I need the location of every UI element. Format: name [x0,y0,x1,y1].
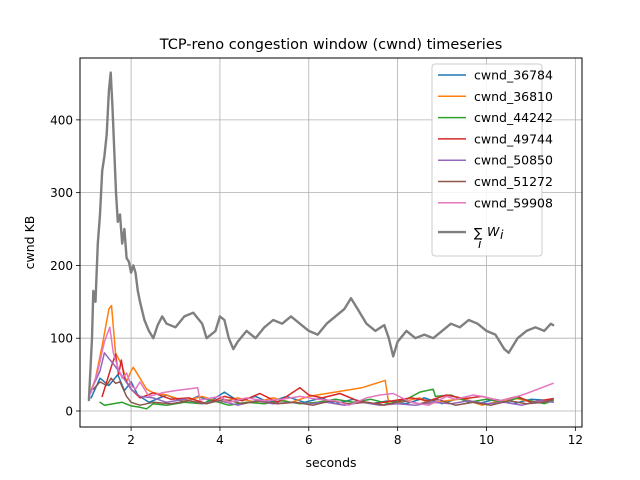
y-tick-label: 400 [50,113,73,127]
series-line-cwnd_59908 [90,326,554,406]
legend-label: cwnd_49744 [474,131,553,146]
legend-label-subscript: i [478,236,482,251]
x-tick-label: 4 [216,433,224,447]
y-tick-label: 100 [50,332,73,346]
series-line-cwnd_51272 [92,377,554,406]
legend-label: cwnd_51272 [474,174,553,189]
legend-label: ∑ [474,225,483,240]
y-tick-label: 200 [50,259,73,273]
chart-title: TCP-reno congestion window (cwnd) timese… [159,37,503,53]
legend-label-w: W [487,224,500,239]
legend-label: cwnd_36784 [474,68,553,83]
y-axis-label: cwnd KB [22,216,37,270]
x-tick-label: 6 [305,433,313,447]
plot-frame [79,57,583,428]
legend-label-w-subscript: i [500,227,504,242]
series-line-cwnd_49744 [101,353,554,405]
x-tick-label: 8 [394,433,402,447]
legend-label: cwnd_44242 [474,110,553,125]
legend-box [431,63,543,257]
x-tick-label: 2 [127,433,135,447]
axis-ticks: 2 4 6 8 10 12 0 100 200 300 400 [50,113,583,447]
x-axis-label: seconds [305,455,356,470]
y-tick-label: 0 [65,404,73,418]
legend-label: cwnd_36810 [474,89,553,104]
series-line-sum-w [87,71,555,402]
x-tick-label: 10 [479,433,494,447]
legend: cwnd_36784 cwnd_36810 cwnd_44242 cwnd_49744… [431,63,553,257]
legend-label: cwnd_50850 [474,153,553,168]
series-lines [87,71,555,410]
y-tick-label: 300 [50,186,73,200]
legend-label: cwnd_59908 [474,195,553,210]
x-tick-label: 12 [568,433,583,447]
